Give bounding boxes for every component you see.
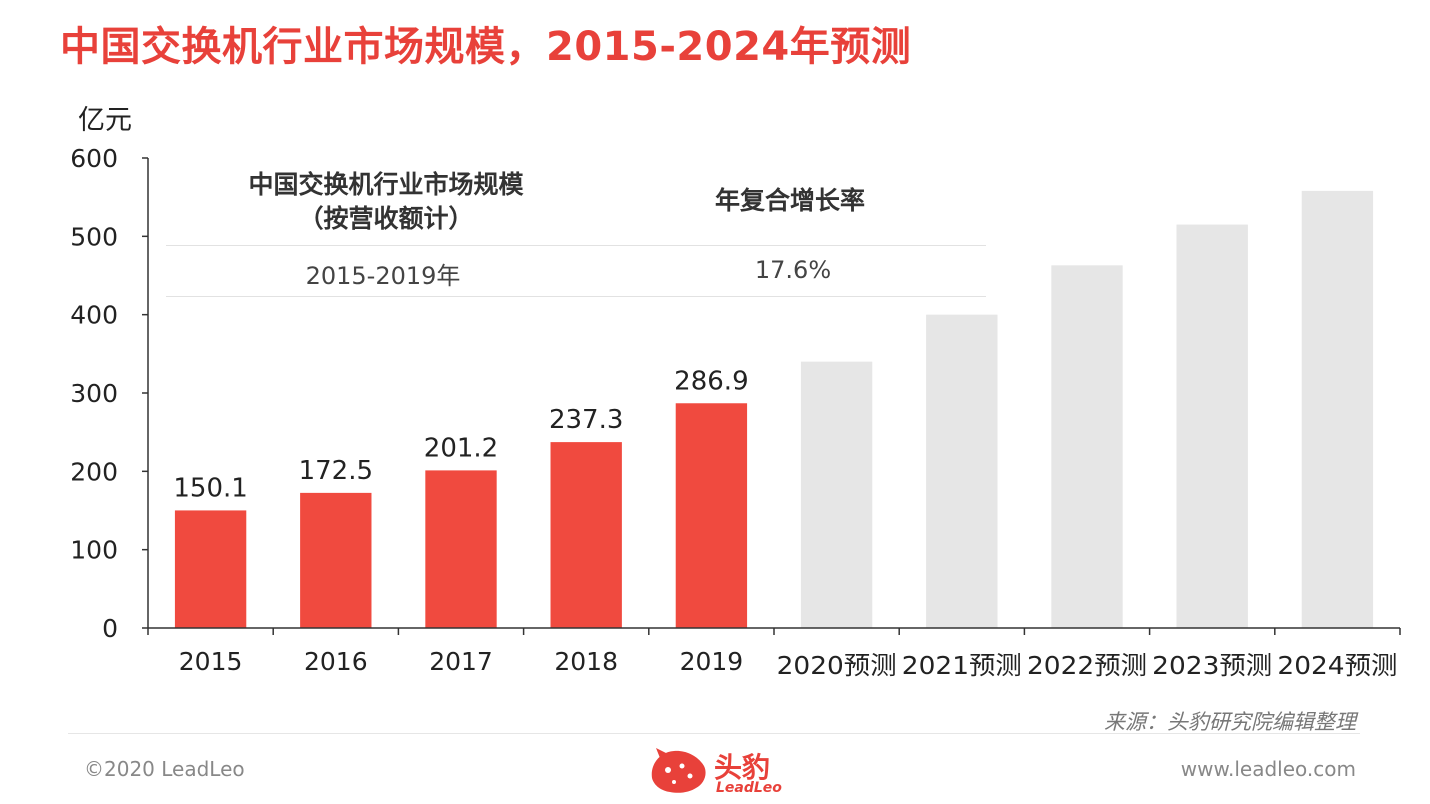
y-tick-label: 300: [70, 379, 118, 408]
x-tick-label: 2017: [429, 647, 493, 676]
data-label: 237.3: [549, 405, 623, 435]
leadleo-logo: 头豹 LeadLeo: [646, 744, 786, 800]
bar: [425, 470, 497, 628]
forecast-bar: [800, 361, 873, 628]
x-tick-label: 2016: [304, 647, 368, 676]
website-link[interactable]: www.leadleo.com: [1180, 757, 1356, 781]
bar: [174, 510, 247, 628]
x-tick-label: 2019: [680, 647, 744, 676]
x-tick-label: 2021预测: [902, 651, 1022, 680]
x-tick-label: 2018: [554, 647, 618, 676]
y-tick-label: 200: [70, 457, 118, 486]
cagr-header-market-line2: （按营收额计）: [298, 204, 474, 233]
y-tick-label: 500: [70, 222, 118, 251]
cagr-period: 2015-2019年: [305, 262, 461, 290]
bar: [675, 403, 748, 628]
forecast-bar: [1051, 265, 1123, 628]
logo-subtext: LeadLeo: [716, 780, 782, 796]
copyright: ©2020 LeadLeo: [84, 757, 245, 781]
y-tick-label: 0: [102, 614, 118, 643]
y-tick-label: 100: [70, 536, 118, 565]
logo-text: 头豹: [714, 751, 771, 784]
cagr-header-market: 中国交换机行业市场规模 （按营收额计）: [176, 168, 596, 236]
forecast-bar: [1301, 190, 1374, 628]
page-title: 中国交换机行业市场规模，2015-2024年预测: [60, 24, 912, 70]
y-tick-label: 400: [70, 301, 118, 330]
cagr-header-market-line1: 中国交换机行业市场规模: [248, 170, 524, 199]
x-tick-label: 2015: [179, 647, 243, 676]
data-label: 286.9: [674, 366, 748, 396]
data-label: 172.5: [299, 456, 373, 486]
y-axis-unit-label: 亿元: [78, 105, 132, 136]
forecast-bar: [1176, 224, 1248, 629]
data-label: 150.1: [173, 473, 247, 503]
x-tick-label: 2024预测: [1277, 651, 1397, 680]
bar: [300, 492, 372, 628]
y-tick-label: 600: [70, 144, 118, 173]
x-tick-label: 2022预测: [1027, 651, 1147, 680]
bar-chart: 0 100 200 300 400 500 600 150.1 2015 172.5 2016 201…: [70, 144, 1401, 680]
cagr-rate: 17.6%: [754, 256, 832, 284]
x-tick-label: 2020预测: [777, 651, 897, 680]
footer-divider: [68, 733, 1360, 734]
x-tick-label: 2023预测: [1152, 651, 1272, 680]
data-label: 201.2: [424, 433, 498, 463]
leopard-head-icon: [651, 748, 706, 793]
cagr-header-rate: 年复合增长率: [714, 186, 865, 215]
cagr-divider-top: [166, 245, 986, 246]
bar: [550, 442, 622, 628]
cagr-divider-bottom: [166, 296, 986, 297]
source-note: 来源：头豹研究院编辑整理: [1104, 710, 1356, 734]
forecast-bar: [926, 314, 998, 628]
